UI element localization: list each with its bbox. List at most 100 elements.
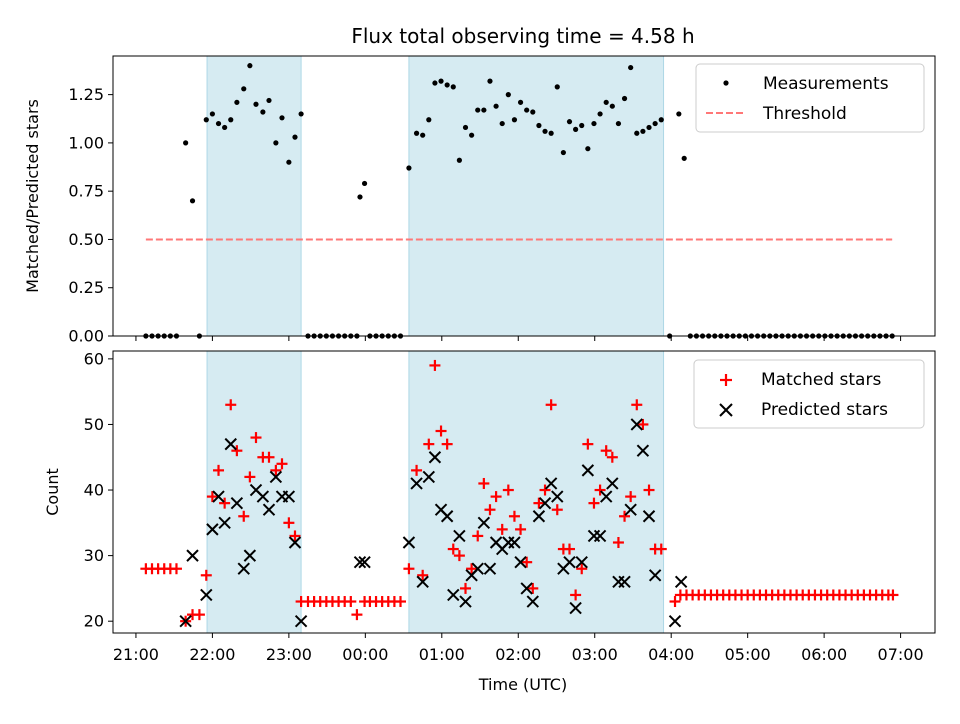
predicted-star-point — [288, 536, 302, 549]
y-tick-label: 1.25 — [68, 85, 104, 104]
measurement-point — [603, 99, 609, 105]
bottom-legend-box — [693, 359, 925, 429]
legend-matched-label: Matched stars — [761, 370, 881, 390]
x-tick-label: 22:00 — [189, 645, 235, 664]
matched-star-point — [533, 497, 545, 509]
matched-star-point — [502, 484, 514, 496]
measurement-point — [203, 117, 209, 123]
matched-star-point — [508, 510, 520, 522]
matched-star-point — [521, 556, 533, 568]
matched-star-point — [219, 497, 231, 509]
matched-star-point — [637, 418, 649, 430]
measurement-point — [573, 126, 579, 132]
measurement-point — [183, 140, 189, 146]
predicted-star-point — [508, 536, 521, 549]
measurement-point — [640, 128, 646, 134]
matched-star-point — [200, 569, 212, 581]
matched-star-point — [231, 445, 243, 457]
measurement-point — [542, 128, 548, 134]
predicted-star-point — [526, 595, 540, 608]
measurement-point — [609, 103, 615, 109]
measurement-point — [266, 97, 272, 104]
measurement-point — [260, 109, 266, 115]
measurement-point — [652, 120, 658, 127]
matched-star-point — [453, 550, 465, 562]
measurement-point — [628, 64, 634, 71]
predicted-star-point — [243, 549, 257, 562]
measurement-point — [536, 122, 542, 129]
x-tick-label: 07:00 — [878, 645, 924, 664]
measurement-point — [241, 86, 247, 92]
measurement-point — [634, 130, 640, 136]
top-shaded-regions — [206, 55, 665, 337]
matched-star-point — [576, 563, 588, 575]
bottom-x-axis-ticks: 21:00 22:00 23:00 00:00 01:00 02:00 03:00 04:00… — [113, 633, 924, 664]
matched-star-point — [563, 543, 575, 555]
measurement-point — [273, 140, 279, 146]
measurement-point — [253, 101, 259, 107]
measurement-point — [676, 111, 682, 117]
x-tick-label: 01:00 — [419, 645, 465, 664]
matched-star-point — [403, 563, 415, 575]
matched-star-point — [600, 445, 612, 457]
matched-star-point — [289, 530, 301, 542]
matched-star-point — [441, 438, 453, 450]
predicted-star-point — [471, 562, 484, 575]
x-tick-label: 05:00 — [725, 645, 771, 664]
x-tick-label: 00:00 — [342, 645, 388, 664]
matched-star-point — [527, 582, 539, 594]
matched-star-point — [417, 569, 429, 581]
top-y-axis-label: Matched/Predicted stars — [23, 99, 42, 293]
legend-measurements-label: Measurements — [763, 74, 889, 94]
predicted-star-point — [538, 496, 552, 510]
measurement-point — [279, 115, 285, 121]
matched-star-point — [460, 582, 472, 594]
predicted-star-point — [212, 490, 225, 503]
predicted-star-point — [575, 555, 588, 569]
measurement-point — [298, 111, 304, 117]
predicted-star-point — [642, 510, 656, 523]
top-legend-box — [695, 63, 925, 133]
predicted-star-point — [224, 437, 237, 451]
predicted-star-point — [186, 549, 199, 562]
measurement-point — [658, 117, 664, 123]
matched-star-point — [213, 464, 225, 476]
matched-star-point — [515, 523, 527, 535]
matched-star-point — [466, 563, 478, 575]
matched-star-point — [225, 399, 237, 411]
predicted-star-point — [648, 569, 662, 582]
measurement-point — [579, 122, 585, 129]
measurement-point — [566, 119, 573, 125]
matched-star-point — [643, 484, 655, 496]
measurement-point — [189, 198, 196, 204]
bottom-x-axis-label: Time (UTC) — [478, 675, 567, 694]
measurement-point — [438, 78, 444, 84]
y-tick-label: 0.75 — [68, 182, 104, 201]
predicted-star-point — [230, 496, 244, 510]
measurement-point — [505, 92, 511, 98]
matched-star-point — [270, 464, 282, 476]
matched-star-point — [250, 432, 262, 444]
measurement-point — [646, 124, 652, 131]
measurement-point — [444, 82, 450, 88]
x-tick-label: 02:00 — [495, 645, 541, 664]
matched-star-point — [582, 438, 594, 450]
bottom-panel: 20 30 40 50 60 21:00 22:00 23:00 00:00 01:00 02:0… — [43, 349, 936, 694]
matched-star-point — [263, 451, 275, 463]
measurement-point — [597, 111, 603, 117]
bottom-y-axis-label: Count — [43, 468, 62, 516]
matched-star-point — [619, 510, 631, 522]
measurement-point — [357, 194, 363, 200]
y-tick-label: 1.00 — [68, 133, 104, 152]
predicted-star-point — [636, 444, 650, 457]
predicted-star-point — [532, 510, 546, 523]
legend-predicted-marker — [719, 403, 733, 417]
legend-threshold-label: Threshold — [762, 104, 847, 124]
predicted-star-point — [483, 562, 497, 575]
shaded-interval-1 — [408, 55, 665, 337]
predicted-star-point — [428, 451, 442, 464]
matched-star-point — [490, 491, 502, 503]
x-tick-label: 04:00 — [648, 645, 694, 664]
measurement-point — [554, 84, 560, 90]
